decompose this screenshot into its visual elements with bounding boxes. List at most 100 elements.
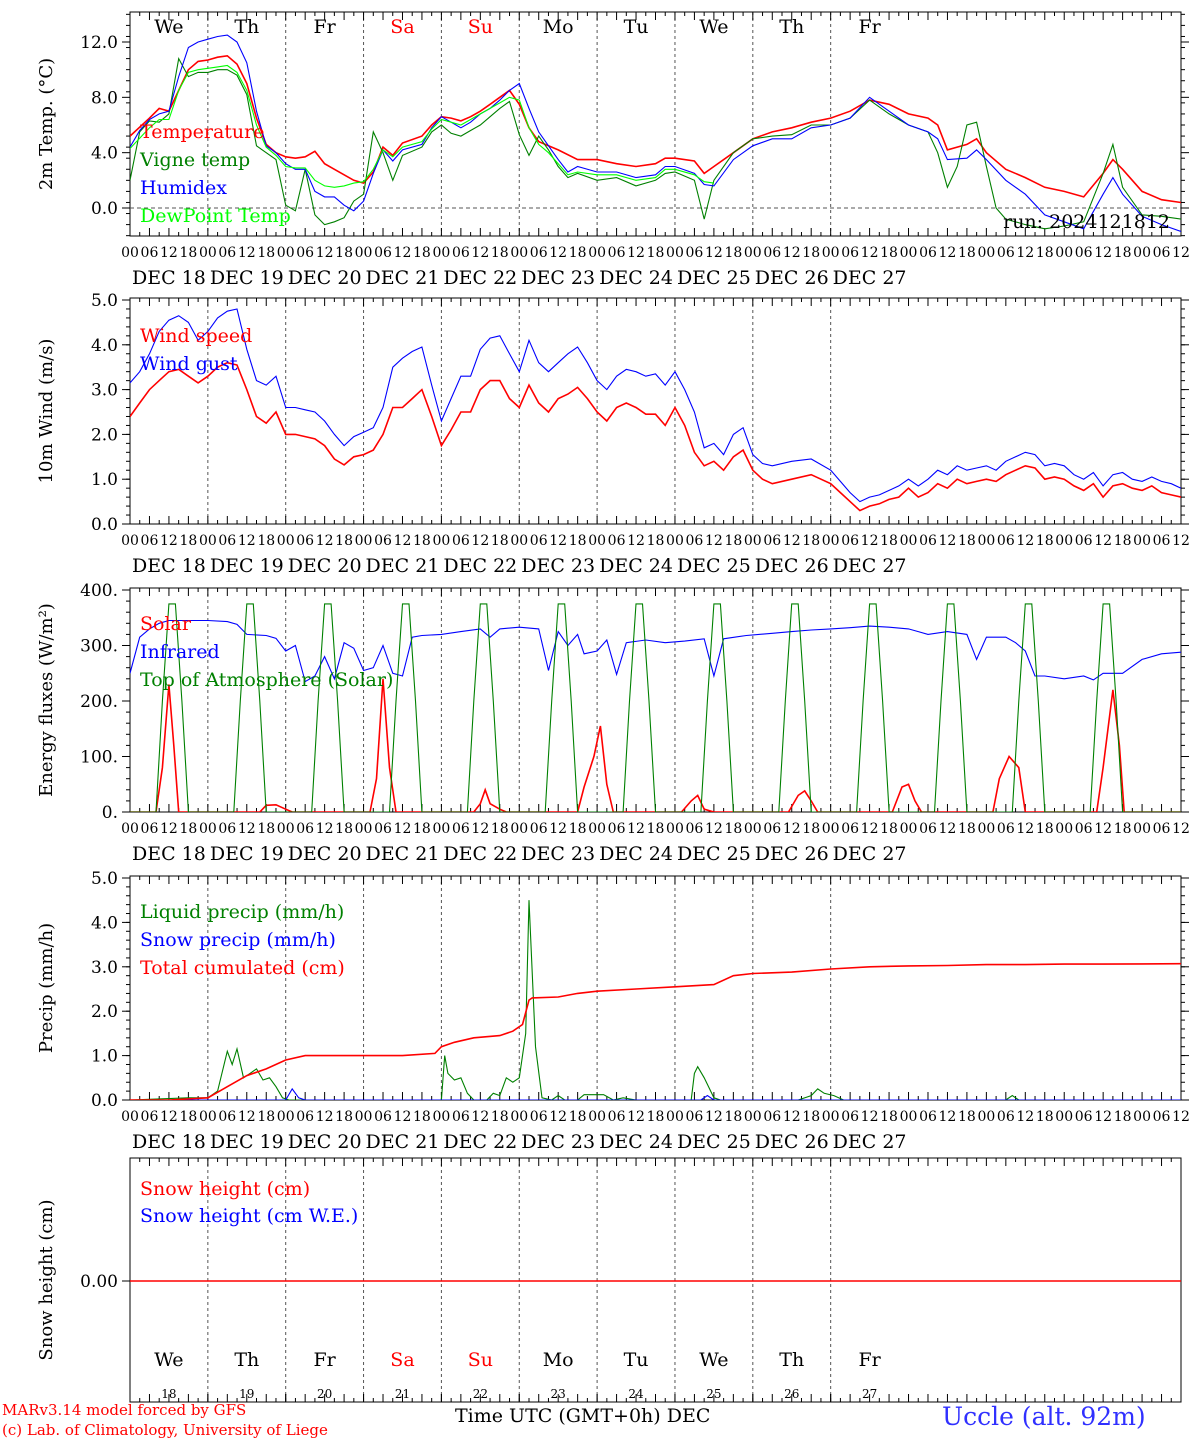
hour-label: 00 <box>510 821 528 837</box>
hour-label: 06 <box>608 821 626 837</box>
date-label: DEC 25 <box>677 555 751 577</box>
hour-label: 06 <box>452 1109 470 1125</box>
hour-label: 06 <box>1153 1109 1171 1125</box>
hour-label: 18 <box>179 1109 197 1125</box>
hour-label: 00 <box>744 245 762 261</box>
series-line <box>130 56 1181 230</box>
hour-label: 18 <box>1114 245 1132 261</box>
hour-label: 06 <box>919 533 937 549</box>
hour-label: 12 <box>783 533 801 549</box>
legend-entry: Total cumulated (cm) <box>140 957 345 979</box>
hour-label: 12 <box>1172 1109 1190 1125</box>
hour-label: 00 <box>432 821 450 837</box>
date-label: DEC 26 <box>755 267 829 289</box>
hour-label: 18 <box>335 245 353 261</box>
hour-label: 06 <box>141 821 159 837</box>
hour-label: 12 <box>394 245 412 261</box>
hour-label: 12 <box>1094 1109 1112 1125</box>
date-label: DEC 18 <box>132 1131 206 1153</box>
hour-label: 12 <box>238 533 256 549</box>
hour-label: 00 <box>1133 245 1151 261</box>
date-label: DEC 22 <box>443 555 517 577</box>
hour-label: 18 <box>958 821 976 837</box>
date-label: DEC 27 <box>833 1131 907 1153</box>
hour-label: 12 <box>394 533 412 549</box>
hour-label: 18 <box>724 821 742 837</box>
hour-label: 12 <box>160 821 178 837</box>
day-number: 21 <box>395 1387 410 1401</box>
y-tick-label: 4.0 <box>91 336 118 356</box>
hour-label: 18 <box>1036 245 1054 261</box>
hour-label: 06 <box>841 245 859 261</box>
hour-label: 12 <box>549 1109 567 1125</box>
hour-label: 12 <box>1016 1109 1034 1125</box>
hour-label: 06 <box>374 245 392 261</box>
hour-label: 00 <box>510 533 528 549</box>
date-label: DEC 25 <box>677 267 751 289</box>
hour-label: 00 <box>355 533 373 549</box>
y-tick-label: 1.0 <box>91 470 118 490</box>
hour-label: 00 <box>277 1109 295 1125</box>
hour-label: 12 <box>238 245 256 261</box>
hour-label: 18 <box>647 245 665 261</box>
date-label: DEC 20 <box>288 267 362 289</box>
hour-label: 06 <box>919 245 937 261</box>
hour-label: 00 <box>1055 821 1073 837</box>
hour-label: 06 <box>296 533 314 549</box>
hour-label: 00 <box>199 245 217 261</box>
hour-label: 18 <box>647 821 665 837</box>
hour-label: 00 <box>744 821 762 837</box>
day-abbr: Th <box>779 16 804 38</box>
y-tick-label: 5.0 <box>91 291 118 311</box>
hour-label: 18 <box>802 533 820 549</box>
hour-label: 00 <box>822 533 840 549</box>
hour-label: 00 <box>510 245 528 261</box>
day-number: 25 <box>706 1387 721 1401</box>
y-tick-label: 3.0 <box>91 958 118 978</box>
date-label: DEC 21 <box>366 1131 440 1153</box>
hour-label: 00 <box>1055 533 1073 549</box>
date-label: DEC 21 <box>366 267 440 289</box>
hour-label: 06 <box>997 245 1015 261</box>
hour-label: 00 <box>1055 1109 1073 1125</box>
hour-label: 06 <box>141 1109 159 1125</box>
hour-label: 18 <box>958 1109 976 1125</box>
hour-label: 12 <box>1016 533 1034 549</box>
day-abbr: Sa <box>390 16 414 38</box>
hour-label: 18 <box>802 245 820 261</box>
date-label: DEC 22 <box>443 267 517 289</box>
plot-frame <box>129 297 1182 525</box>
hour-label: 12 <box>861 1109 879 1125</box>
day-number: 26 <box>784 1387 799 1401</box>
hour-label: 00 <box>199 1109 217 1125</box>
credit-block: MARv3.14 model forced by GFS (c) Lab. of… <box>2 1400 328 1440</box>
day-abbr: Mo <box>543 16 574 38</box>
hour-label: 12 <box>627 821 645 837</box>
time-axis-label: Time UTC (GMT+0h) DEC <box>455 1405 711 1427</box>
date-label: DEC 27 <box>833 555 907 577</box>
hour-label: 18 <box>569 1109 587 1125</box>
hour-label: 00 <box>432 533 450 549</box>
date-label: DEC 20 <box>288 1131 362 1153</box>
hour-label: 06 <box>686 245 704 261</box>
y-axis-label: 2m Temp. (°C) <box>36 58 57 190</box>
hour-label: 06 <box>997 533 1015 549</box>
hour-label: 18 <box>257 821 275 837</box>
hour-label: 18 <box>569 245 587 261</box>
hour-label: 06 <box>1075 245 1093 261</box>
chart-panel: 0.0 4.0 8.0 12.0 2m Temp. (°C) Temperature Vig… <box>36 11 1190 289</box>
hour-label: 18 <box>958 533 976 549</box>
hour-label: 12 <box>1094 533 1112 549</box>
hour-label: 06 <box>452 533 470 549</box>
hour-label: 06 <box>530 1109 548 1125</box>
y-tick-label: 0.0 <box>91 1091 118 1111</box>
hour-label: 12 <box>1094 821 1112 837</box>
y-tick-label: 0.0 <box>91 515 118 535</box>
hour-label: 00 <box>900 533 918 549</box>
hour-label: 06 <box>218 245 236 261</box>
hour-label: 18 <box>491 1109 509 1125</box>
y-axis-label: Snow height (cm) <box>36 1199 57 1360</box>
lab-credit: (c) Lab. of Climatology, University of L… <box>2 1421 328 1439</box>
